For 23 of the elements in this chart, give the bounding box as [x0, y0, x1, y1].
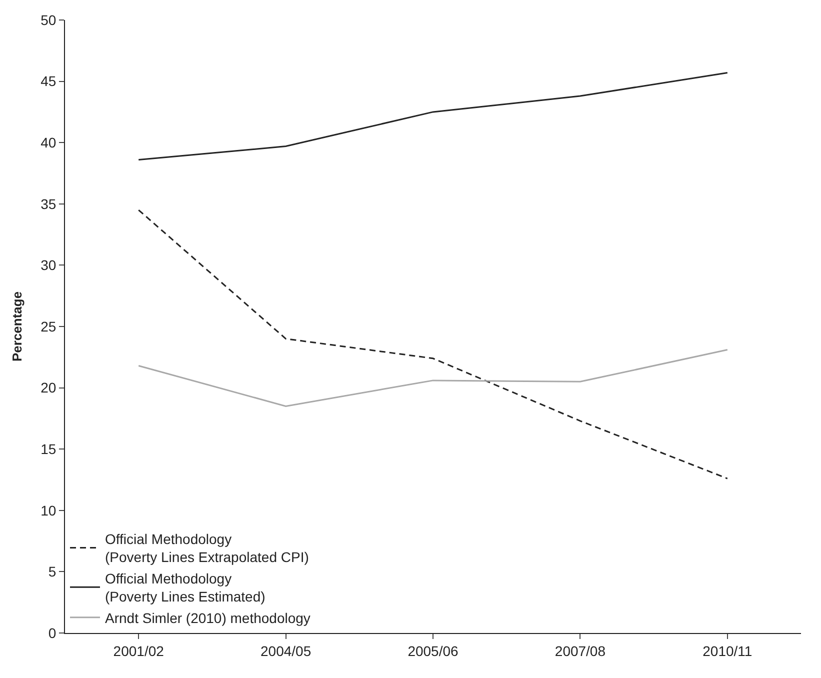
- y-tick-label: 5: [48, 564, 56, 580]
- line-series: [138, 209, 728, 480]
- y-tick-label: 10: [40, 502, 56, 518]
- x-tick-label: 2001/02: [113, 642, 164, 659]
- legend-label: Official Methodology (Poverty Lines Estimated): [105, 570, 266, 605]
- y-tick-label: 50: [40, 12, 56, 28]
- legend-label: Arndt Simler (2010) methodology: [105, 610, 310, 626]
- line-series: [138, 72, 728, 161]
- y-tick-label: 35: [40, 196, 56, 212]
- y-tick-label: 25: [40, 318, 56, 334]
- x-tick-label: 2010/11: [702, 642, 752, 659]
- x-tick-label: 2004/05: [260, 642, 312, 659]
- y-tick-label: 40: [40, 134, 56, 150]
- y-tick-label: 15: [40, 441, 56, 457]
- x-tick-label: 2007/08: [554, 642, 606, 659]
- y-tick-label: 20: [40, 380, 56, 396]
- x-tick-label: 2005/06: [408, 642, 459, 659]
- y-tick-label: 45: [40, 73, 56, 90]
- line-series: [138, 349, 728, 407]
- y-tick-label: 30: [40, 257, 56, 274]
- legend-label: Official Methodology (Poverty Lines Extrapolated CPI): [105, 531, 309, 566]
- y-axis-title: Percentage: [10, 291, 25, 362]
- y-tick-label: 0: [48, 624, 56, 641]
